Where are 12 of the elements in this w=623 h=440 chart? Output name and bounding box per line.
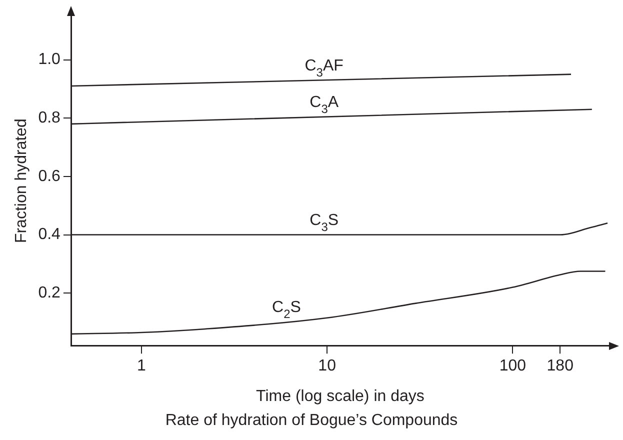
y-tick-label: 0.4 (38, 226, 61, 244)
x-tick-label: 100 (499, 358, 526, 375)
x-tick-label: 180 (546, 358, 574, 375)
x-tick-label: 10 (318, 358, 336, 375)
y-tick-label: 0.2 (38, 284, 61, 302)
text: Rate of hydration of Bogue’s Compounds (164, 412, 459, 430)
x-tick-label: 1 (136, 358, 146, 375)
y-tick-label: 1.0 (38, 51, 61, 68)
y-tick-label: 0.6 (38, 168, 61, 185)
x-axis-title: Time (log scale) in days (256, 388, 424, 405)
y-axis-title: Fraction hydrated (13, 118, 30, 244)
y-tick-label: 0.8 (38, 109, 61, 126)
